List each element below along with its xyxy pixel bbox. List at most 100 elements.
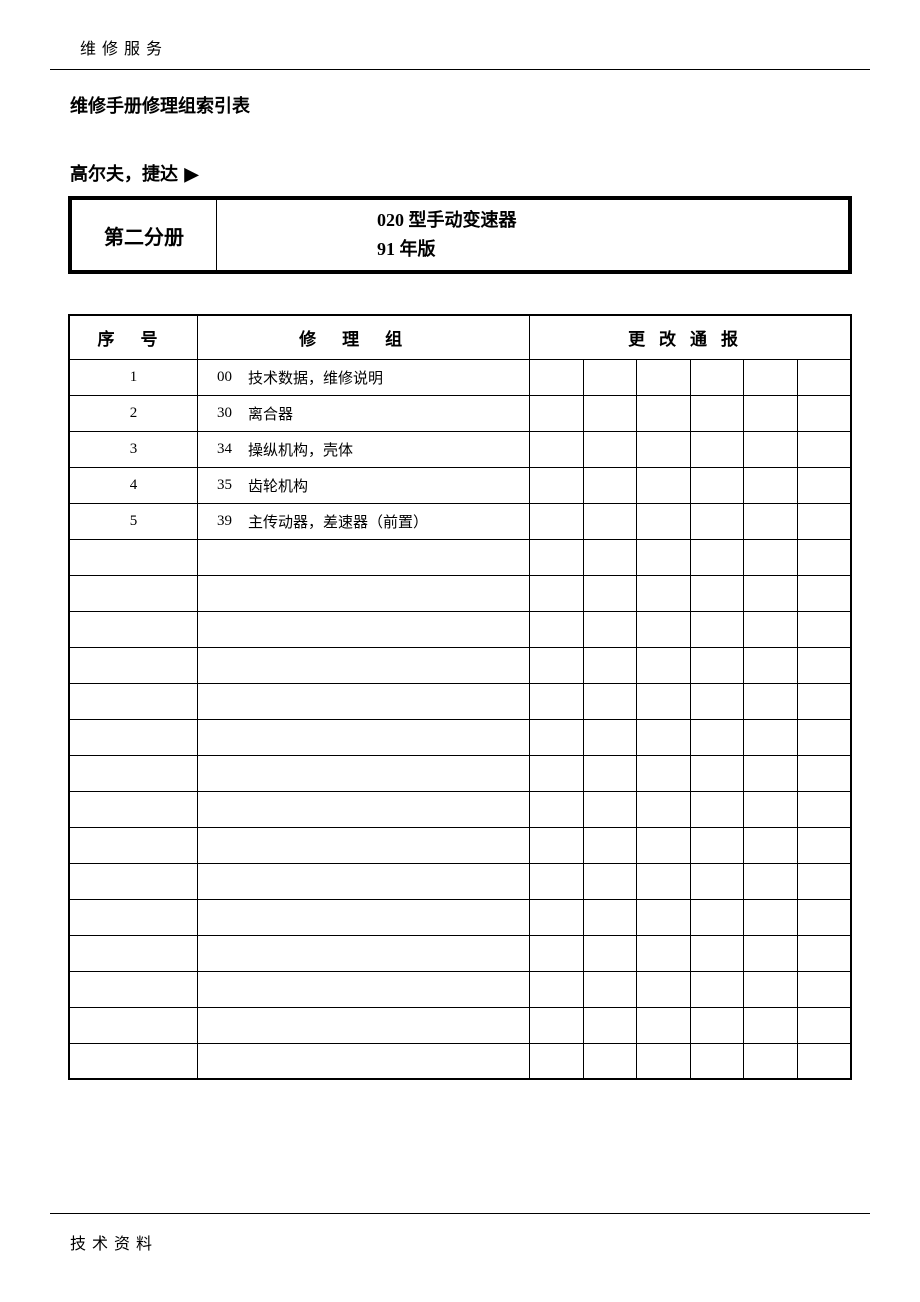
cell-notice: [583, 431, 637, 467]
cell-seq: 3: [69, 431, 198, 467]
cell-notice: [690, 899, 744, 935]
cell-group: 39主传动器，差速器（前置）: [198, 503, 530, 539]
cell-notice: [637, 431, 691, 467]
cell-notice: [797, 827, 851, 863]
cell-notice: [744, 899, 798, 935]
table-row: [69, 971, 851, 1007]
footer-label: 技术资料: [50, 1230, 870, 1254]
cell-notice: [797, 899, 851, 935]
cell-group: [198, 935, 530, 971]
cell-notice: [637, 935, 691, 971]
cell-notice: [690, 827, 744, 863]
cell-notice: [530, 359, 584, 395]
cell-group-text: 离合器: [242, 403, 529, 424]
cell-notice: [637, 359, 691, 395]
cell-seq: [69, 611, 198, 647]
cell-seq: [69, 935, 198, 971]
cell-group: 35齿轮机构: [198, 467, 530, 503]
table-row: [69, 1007, 851, 1043]
cell-seq: [69, 863, 198, 899]
cell-notice: [530, 431, 584, 467]
cell-group-text: 主传动器，差速器（前置）: [242, 511, 529, 532]
cell-notice: [583, 899, 637, 935]
cell-group-text: 齿轮机构: [242, 475, 529, 496]
cell-group: 30离合器: [198, 395, 530, 431]
cell-seq: 1: [69, 359, 198, 395]
cell-notice: [690, 755, 744, 791]
cell-notice: [690, 431, 744, 467]
cell-group: [198, 611, 530, 647]
cell-seq: [69, 791, 198, 827]
cell-notice: [583, 539, 637, 575]
cell-notice: [583, 719, 637, 755]
cell-notice: [744, 395, 798, 431]
cell-notice: [583, 863, 637, 899]
cell-notice: [744, 1007, 798, 1043]
cell-notice: [637, 791, 691, 827]
cell-notice: [583, 575, 637, 611]
cell-notice: [583, 503, 637, 539]
table-row: [69, 683, 851, 719]
cell-seq: [69, 827, 198, 863]
cell-notice: [530, 1043, 584, 1079]
cell-notice: [797, 647, 851, 683]
cell-group: [198, 791, 530, 827]
cell-notice: [744, 971, 798, 1007]
cell-notice: [797, 791, 851, 827]
cell-notice: [690, 719, 744, 755]
cell-group-text: 技术数据，维修说明: [242, 367, 529, 388]
cell-notice: [583, 467, 637, 503]
cell-notice: [690, 683, 744, 719]
cell-notice: [744, 503, 798, 539]
cell-seq: [69, 755, 198, 791]
cell-notice: [583, 395, 637, 431]
table-row: [69, 827, 851, 863]
table-header-row: 序号 修理组 更改通报: [69, 315, 851, 359]
cell-notice: [637, 1007, 691, 1043]
cell-group: [198, 755, 530, 791]
cell-notice: [744, 935, 798, 971]
cell-seq: [69, 1007, 198, 1043]
cell-notice: [690, 647, 744, 683]
cell-notice: [690, 539, 744, 575]
cell-notice: [583, 1043, 637, 1079]
table-row: 334操纵机构，壳体: [69, 431, 851, 467]
cell-notice: [744, 755, 798, 791]
cell-notice: [744, 431, 798, 467]
cell-notice: [583, 359, 637, 395]
cell-notice: [530, 467, 584, 503]
cell-notice: [690, 359, 744, 395]
cell-notice: [637, 719, 691, 755]
cell-notice: [583, 935, 637, 971]
cell-notice: [530, 935, 584, 971]
cell-notice: [744, 863, 798, 899]
cell-notice: [637, 611, 691, 647]
cell-group-code: 30: [198, 405, 242, 422]
cell-notice: [530, 863, 584, 899]
cell-group: [198, 719, 530, 755]
header-seq: 序号: [69, 315, 198, 359]
cell-notice: [530, 575, 584, 611]
cell-notice: [744, 1043, 798, 1079]
cell-notice: [797, 611, 851, 647]
cell-seq: [69, 647, 198, 683]
cell-notice: [530, 755, 584, 791]
table-row: [69, 611, 851, 647]
volume-line2: 91 年版: [377, 235, 848, 264]
cell-notice: [690, 935, 744, 971]
table-row: [69, 575, 851, 611]
cell-notice: [797, 863, 851, 899]
cell-notice: [637, 503, 691, 539]
cell-notice: [530, 899, 584, 935]
cell-notice: [530, 1007, 584, 1043]
cell-notice: [744, 683, 798, 719]
cell-group: [198, 827, 530, 863]
table-row: 435齿轮机构: [69, 467, 851, 503]
header-label: 维修服务: [50, 35, 870, 69]
cell-notice: [583, 1007, 637, 1043]
cell-notice: [637, 683, 691, 719]
cell-group-text: 操纵机构，壳体: [242, 439, 529, 460]
cell-group: [198, 1007, 530, 1043]
cell-notice: [690, 1043, 744, 1079]
cell-group: [198, 971, 530, 1007]
